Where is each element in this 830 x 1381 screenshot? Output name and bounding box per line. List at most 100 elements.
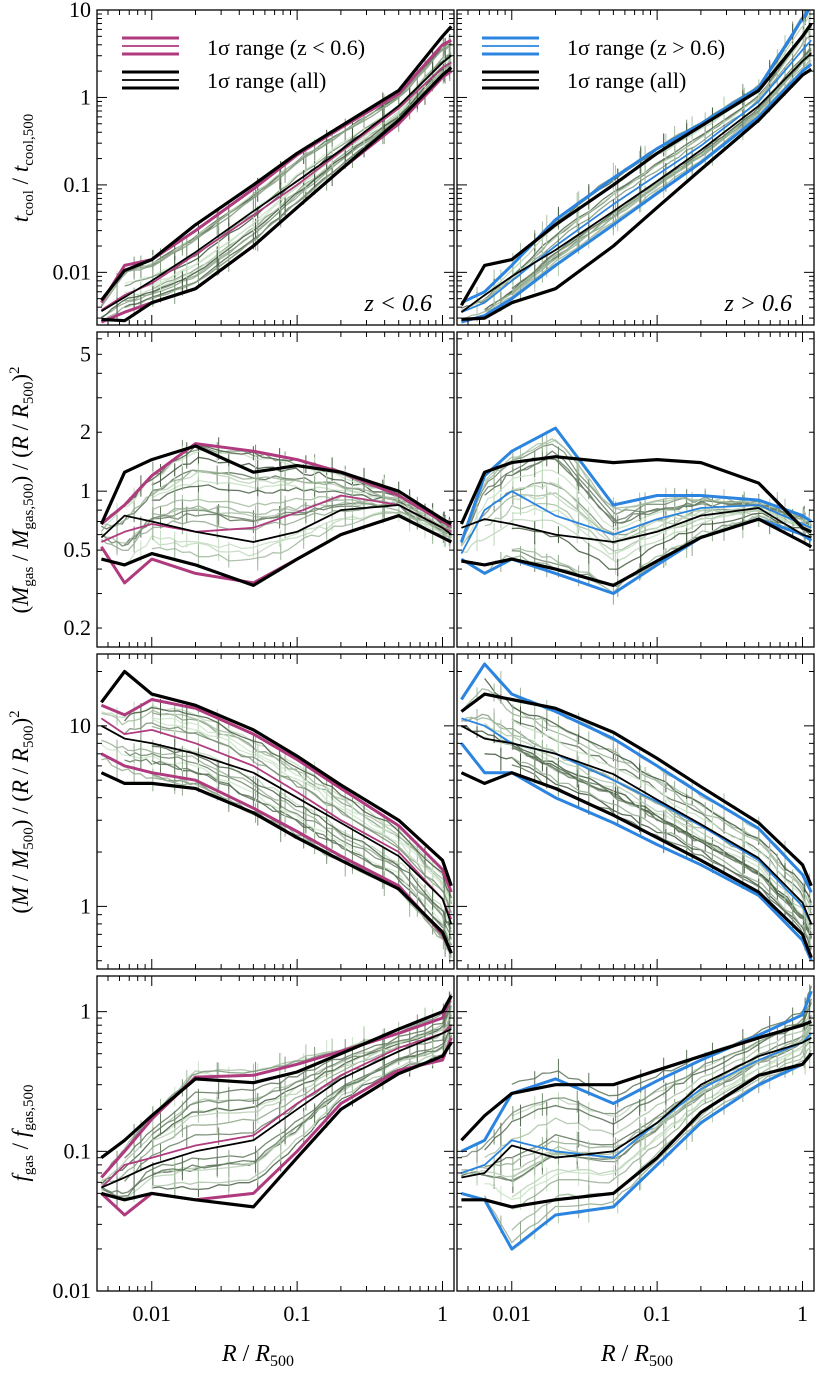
sigma-subsample-bound-line bbox=[100, 442, 453, 528]
cluster-profile-line bbox=[151, 1005, 452, 1136]
cluster-profile-line bbox=[511, 507, 812, 555]
panel-frame bbox=[96, 975, 455, 1292]
legend: 1σ range (z > 0.6) 1σ range (all) bbox=[482, 35, 725, 93]
y-tick-label: 5 bbox=[80, 341, 91, 366]
cluster-profile-line bbox=[151, 1033, 452, 1187]
cluster-profile-line bbox=[511, 719, 812, 915]
cluster-profile-line bbox=[484, 1015, 812, 1168]
y-tick-label: 0.2 bbox=[64, 615, 92, 640]
sigma-subsample-median-line bbox=[460, 490, 812, 555]
sigma-all-median-line bbox=[101, 1028, 452, 1189]
y-tick-label: 1 bbox=[80, 478, 91, 503]
cluster-profile-line bbox=[124, 60, 452, 301]
panel-frame bbox=[96, 9, 455, 326]
cluster-profile-line bbox=[124, 758, 452, 944]
sigma-subsample-bound-line bbox=[459, 426, 813, 543]
cluster-profile-line bbox=[101, 709, 452, 904]
cluster-profile-line bbox=[511, 744, 812, 938]
cluster-profile-line bbox=[101, 739, 452, 933]
cluster-profile-line bbox=[151, 745, 452, 930]
cluster-profile-line bbox=[484, 722, 812, 930]
cluster-profile-line bbox=[100, 743, 452, 944]
cluster-profile-line bbox=[461, 28, 812, 312]
cluster-profile-line bbox=[484, 726, 812, 932]
redshift-label: z > 0.6 bbox=[723, 291, 792, 317]
cluster-profile-line bbox=[101, 1023, 452, 1195]
y-tick-label: 10 bbox=[69, 713, 91, 738]
cluster-profile-line bbox=[484, 1010, 812, 1159]
panel-frame bbox=[96, 653, 455, 970]
cluster-profile-line bbox=[484, 59, 812, 316]
cluster-profile-line bbox=[511, 706, 812, 906]
cluster-profile-line bbox=[100, 44, 452, 307]
panel-fgas-low-z: 0.01 0.1 1 0.01 0.1 1 bbox=[53, 975, 455, 1326]
cluster-profile-line bbox=[511, 756, 812, 948]
cluster-profile-line bbox=[511, 512, 812, 570]
sigma-subsample-bound-line bbox=[460, 990, 813, 1153]
cluster-profile-line bbox=[124, 44, 452, 272]
cluster-profile-line bbox=[511, 746, 812, 939]
cluster-profile-line bbox=[461, 511, 812, 563]
sigma-all-bound-line bbox=[459, 455, 812, 534]
legend-label-all: 1σ range (all) bbox=[567, 68, 686, 93]
legend-label-subsample: 1σ range (z > 0.6) bbox=[567, 35, 725, 60]
y-tick-label: 1 bbox=[80, 893, 91, 918]
sigma-all-bound-line bbox=[101, 514, 453, 587]
sigma-all-median-line bbox=[100, 54, 452, 312]
panel-frame bbox=[456, 331, 815, 648]
cluster-profile-line bbox=[151, 717, 452, 908]
cluster-profile-line bbox=[511, 1036, 812, 1210]
legend-label-subsample: 1σ range (z < 0.6) bbox=[207, 35, 365, 60]
sigma-subsample-bound-line bbox=[100, 995, 453, 1179]
cluster-profile-line bbox=[124, 1000, 452, 1159]
sigma-all-bound-line bbox=[100, 669, 453, 887]
sigma-all-bound-line bbox=[460, 692, 813, 887]
cluster-profile-line bbox=[484, 678, 812, 904]
cluster-profile-line bbox=[484, 1033, 812, 1201]
panel-frame bbox=[456, 975, 815, 1292]
cluster-profile-line bbox=[460, 469, 812, 547]
sigma-all-bound-line bbox=[460, 22, 813, 307]
sigma-subsample-bound-line bbox=[100, 698, 453, 893]
cluster-profile-line bbox=[151, 725, 452, 914]
cluster-profile-line bbox=[511, 718, 812, 915]
sigma-subsample-bound-line bbox=[460, 63, 813, 324]
cluster-profile-line bbox=[100, 1008, 452, 1185]
cluster-profile-line bbox=[461, 1027, 812, 1181]
sigma-all-median-line bbox=[100, 504, 452, 543]
cluster-profile-line bbox=[511, 1033, 812, 1198]
cluster-profile-line bbox=[151, 1035, 452, 1191]
sigma-all-median-line bbox=[460, 725, 813, 925]
y-tick-label: 1 bbox=[80, 84, 91, 109]
y-tick-label: 0.5 bbox=[64, 537, 92, 562]
legend: 1σ range (z < 0.6) 1σ range (all) bbox=[122, 35, 365, 93]
sigma-all-median-line bbox=[100, 725, 453, 925]
sigma-subsample-bound-line bbox=[460, 517, 813, 595]
cluster-profile-line bbox=[484, 515, 812, 594]
sigma-subsample-bound-line bbox=[460, 742, 813, 962]
sigma-subsample-median-line bbox=[461, 717, 813, 925]
cluster-profile-line bbox=[101, 1024, 452, 1197]
cluster-profile-line bbox=[151, 773, 452, 958]
ylabel-fgas: fgas / fgas,500 bbox=[8, 1085, 37, 1182]
panel-frame bbox=[96, 331, 455, 648]
sigma-subsample-median-line bbox=[100, 1024, 452, 1189]
y-tick-label: 0.1 bbox=[64, 172, 92, 197]
sigma-subsample-median-line bbox=[100, 717, 453, 920]
cluster-profile-line bbox=[124, 51, 452, 285]
cluster-profile-line bbox=[101, 993, 452, 1177]
cluster-profile-line bbox=[151, 718, 452, 910]
panel-mtot-high-z bbox=[456, 653, 815, 970]
y-tick-label: 0.01 bbox=[53, 1278, 92, 1303]
cluster-profile-line bbox=[124, 64, 452, 302]
sigma-subsample-bound-line bbox=[460, 662, 813, 893]
sigma-all-bound-line bbox=[100, 994, 453, 1159]
panel-tcool-high-z: 1σ range (z > 0.6) 1σ range (all) z > 0.6 bbox=[456, 9, 815, 326]
ylabel-mgas: (Mgas / Mgas,500) / (R / R500)2 bbox=[7, 366, 37, 613]
y-tick-label: 10 bbox=[69, 0, 91, 22]
x-tick-label: 0.01 bbox=[493, 1301, 532, 1326]
sigma-all-bound-line bbox=[100, 25, 453, 302]
sigma-all-bound-line bbox=[461, 1052, 813, 1209]
cluster-profile-line bbox=[511, 747, 812, 938]
